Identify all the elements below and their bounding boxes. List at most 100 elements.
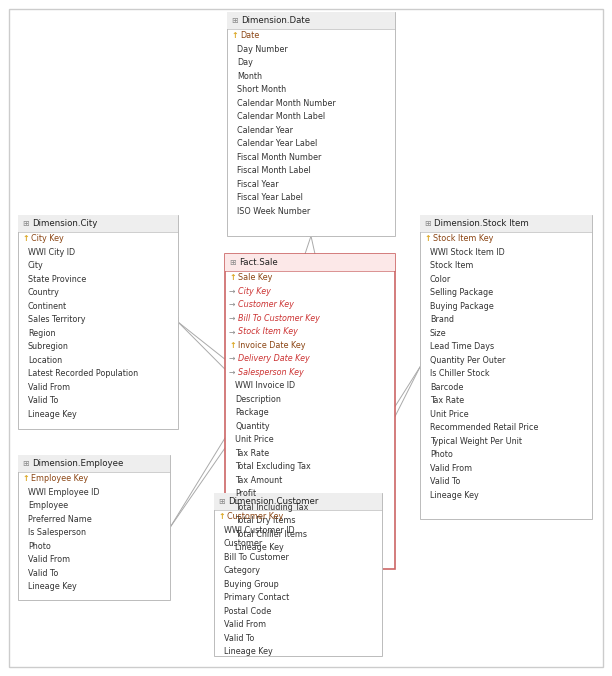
- Text: Delivery Date Key: Delivery Date Key: [238, 354, 310, 363]
- Text: Valid To: Valid To: [28, 396, 58, 405]
- Text: ↑: ↑: [424, 235, 431, 243]
- Text: Fact.Sale: Fact.Sale: [239, 258, 278, 267]
- Text: →: →: [229, 354, 236, 363]
- Bar: [18, 215, 178, 429]
- Bar: [420, 215, 592, 232]
- Text: State Province: State Province: [28, 274, 86, 284]
- Bar: [18, 455, 170, 600]
- Text: Valid To: Valid To: [28, 569, 58, 578]
- Text: Dimension.Employee: Dimension.Employee: [32, 459, 124, 468]
- Text: WWI Invoice ID: WWI Invoice ID: [235, 381, 295, 390]
- Text: Customer Key: Customer Key: [227, 512, 283, 521]
- Text: Photo: Photo: [430, 450, 453, 459]
- Text: Invoice Date Key: Invoice Date Key: [238, 341, 305, 349]
- Text: Calendar Month Number: Calendar Month Number: [237, 99, 336, 107]
- Text: Selling Package: Selling Package: [430, 288, 493, 297]
- Text: Tax Rate: Tax Rate: [430, 396, 464, 405]
- Text: Category: Category: [224, 566, 261, 575]
- Text: City Key: City Key: [238, 287, 271, 296]
- Text: Location: Location: [28, 356, 62, 365]
- Text: Lineage Key: Lineage Key: [224, 647, 273, 656]
- Text: Barcode: Barcode: [430, 383, 463, 392]
- Text: Valid From: Valid From: [28, 555, 70, 564]
- Text: City Key: City Key: [31, 235, 64, 243]
- Text: Fiscal Year Label: Fiscal Year Label: [237, 193, 303, 202]
- Text: Subregion: Subregion: [28, 342, 69, 352]
- Text: Lineage Key: Lineage Key: [430, 491, 479, 500]
- Bar: [18, 215, 178, 232]
- Text: ↑: ↑: [229, 273, 236, 283]
- Text: Brand: Brand: [430, 315, 454, 324]
- Text: ⊞: ⊞: [22, 219, 29, 228]
- Text: Dimension.City: Dimension.City: [32, 219, 97, 228]
- Text: Quantity Per Outer: Quantity Per Outer: [430, 356, 506, 365]
- Text: Fiscal Month Number: Fiscal Month Number: [237, 153, 321, 162]
- Text: →: →: [229, 368, 236, 377]
- Text: Dimension.Stock Item: Dimension.Stock Item: [434, 219, 529, 228]
- Text: Preferred Name: Preferred Name: [28, 514, 92, 524]
- Text: Quantity: Quantity: [235, 422, 270, 431]
- FancyBboxPatch shape: [9, 9, 603, 667]
- Text: Employee Key: Employee Key: [31, 475, 88, 483]
- Text: Bill To Customer: Bill To Customer: [224, 553, 289, 562]
- Text: Lead Time Days: Lead Time Days: [430, 342, 494, 352]
- Text: Date: Date: [240, 31, 259, 41]
- Text: WWI City ID: WWI City ID: [28, 247, 75, 257]
- Text: Buying Package: Buying Package: [430, 301, 494, 311]
- Text: Dimension.Date: Dimension.Date: [241, 16, 310, 25]
- Text: Calendar Month Label: Calendar Month Label: [237, 112, 325, 121]
- Text: Valid From: Valid From: [430, 464, 472, 473]
- Text: ↑: ↑: [22, 475, 29, 483]
- Text: Latest Recorded Population: Latest Recorded Population: [28, 369, 138, 379]
- Text: Total Dry Items: Total Dry Items: [235, 516, 296, 525]
- Text: Buying Group: Buying Group: [224, 580, 278, 589]
- Text: Typical Weight Per Unit: Typical Weight Per Unit: [430, 437, 522, 445]
- Text: Photo: Photo: [28, 541, 51, 551]
- Text: ↑: ↑: [229, 341, 236, 349]
- Text: Region: Region: [28, 329, 56, 338]
- Text: Fiscal Month Label: Fiscal Month Label: [237, 166, 311, 175]
- Text: ⊞: ⊞: [218, 497, 225, 506]
- Bar: [214, 493, 382, 510]
- Bar: [227, 12, 395, 236]
- Bar: [225, 254, 395, 569]
- Text: Valid To: Valid To: [224, 634, 255, 643]
- Text: Recommended Retail Price: Recommended Retail Price: [430, 423, 539, 432]
- Text: Lineage Key: Lineage Key: [28, 582, 76, 592]
- Text: Salesperson Key: Salesperson Key: [238, 368, 304, 377]
- Text: Dimension.Customer: Dimension.Customer: [228, 497, 318, 506]
- Bar: [18, 455, 170, 472]
- Text: Continent: Continent: [28, 301, 67, 311]
- Text: Tax Rate: Tax Rate: [235, 449, 269, 458]
- Text: WWI Employee ID: WWI Employee ID: [28, 488, 100, 497]
- Text: Day: Day: [237, 58, 253, 67]
- Text: Is Chiller Stock: Is Chiller Stock: [430, 369, 490, 379]
- Text: Is Salesperson: Is Salesperson: [28, 528, 86, 537]
- Text: Postal Code: Postal Code: [224, 607, 271, 616]
- Text: ⊞: ⊞: [231, 16, 237, 25]
- Bar: [225, 254, 395, 271]
- Text: Sales Territory: Sales Territory: [28, 315, 86, 324]
- Text: Customer: Customer: [224, 539, 263, 548]
- Text: Unit Price: Unit Price: [430, 410, 469, 418]
- Text: →: →: [229, 300, 236, 309]
- Text: ⊞: ⊞: [229, 258, 236, 267]
- Text: Tax Amount: Tax Amount: [235, 476, 282, 485]
- Text: Day Number: Day Number: [237, 45, 288, 54]
- Text: ⊞: ⊞: [424, 219, 431, 228]
- Text: Stock Item: Stock Item: [430, 261, 473, 270]
- Text: City: City: [28, 261, 43, 270]
- Text: Color: Color: [430, 274, 451, 284]
- Text: Sale Key: Sale Key: [238, 273, 272, 283]
- Text: Month: Month: [237, 72, 262, 80]
- Text: →: →: [229, 327, 236, 336]
- Text: WWI Customer ID: WWI Customer ID: [224, 526, 294, 535]
- Text: Customer Key: Customer Key: [238, 300, 294, 309]
- Text: Calendar Year Label: Calendar Year Label: [237, 139, 317, 148]
- Text: Size: Size: [430, 329, 447, 338]
- Text: Bill To Customer Key: Bill To Customer Key: [238, 314, 320, 322]
- Bar: [420, 215, 592, 519]
- Text: Description: Description: [235, 395, 281, 404]
- Text: Lineage Key: Lineage Key: [235, 544, 284, 552]
- Text: Stock Item Key: Stock Item Key: [433, 235, 493, 243]
